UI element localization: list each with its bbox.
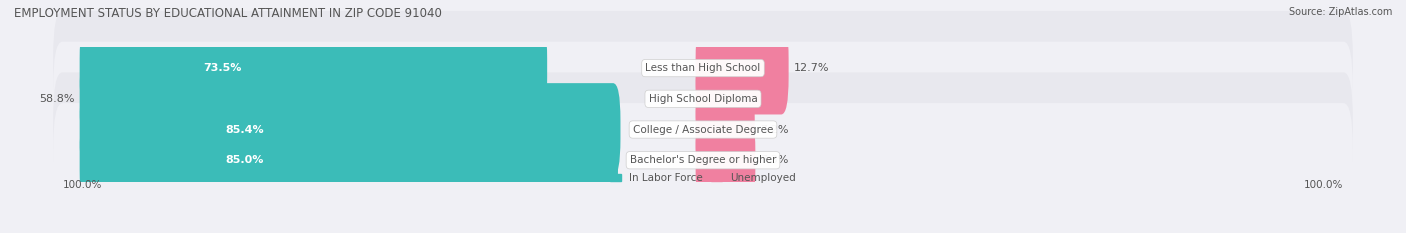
- Text: 58.8%: 58.8%: [39, 94, 75, 104]
- FancyBboxPatch shape: [80, 83, 620, 176]
- FancyBboxPatch shape: [696, 52, 717, 145]
- Text: Bachelor's Degree or higher: Bachelor's Degree or higher: [630, 155, 776, 165]
- Text: 73.5%: 73.5%: [204, 63, 242, 73]
- Text: Source: ZipAtlas.com: Source: ZipAtlas.com: [1288, 7, 1392, 17]
- Text: 85.0%: 85.0%: [225, 155, 263, 165]
- Text: High School Diploma: High School Diploma: [648, 94, 758, 104]
- FancyBboxPatch shape: [696, 22, 789, 114]
- FancyBboxPatch shape: [80, 52, 457, 145]
- FancyBboxPatch shape: [53, 42, 1353, 156]
- Text: 7.2%: 7.2%: [759, 124, 789, 134]
- Text: College / Associate Degree: College / Associate Degree: [633, 124, 773, 134]
- FancyBboxPatch shape: [53, 11, 1353, 125]
- Text: 12.7%: 12.7%: [793, 63, 830, 73]
- Text: EMPLOYMENT STATUS BY EDUCATIONAL ATTAINMENT IN ZIP CODE 91040: EMPLOYMENT STATUS BY EDUCATIONAL ATTAINM…: [14, 7, 441, 20]
- Text: 100.0%: 100.0%: [1305, 180, 1344, 190]
- FancyBboxPatch shape: [696, 114, 755, 207]
- FancyBboxPatch shape: [80, 22, 547, 114]
- FancyBboxPatch shape: [53, 103, 1353, 217]
- Text: Less than High School: Less than High School: [645, 63, 761, 73]
- Text: 7.3%: 7.3%: [761, 155, 789, 165]
- FancyBboxPatch shape: [696, 83, 755, 176]
- Text: 100.0%: 100.0%: [62, 180, 101, 190]
- Legend: In Labor Force, Unemployed: In Labor Force, Unemployed: [606, 169, 800, 187]
- Text: 85.4%: 85.4%: [225, 124, 264, 134]
- FancyBboxPatch shape: [53, 72, 1353, 187]
- FancyBboxPatch shape: [80, 114, 619, 207]
- Text: 1.0%: 1.0%: [721, 94, 749, 104]
